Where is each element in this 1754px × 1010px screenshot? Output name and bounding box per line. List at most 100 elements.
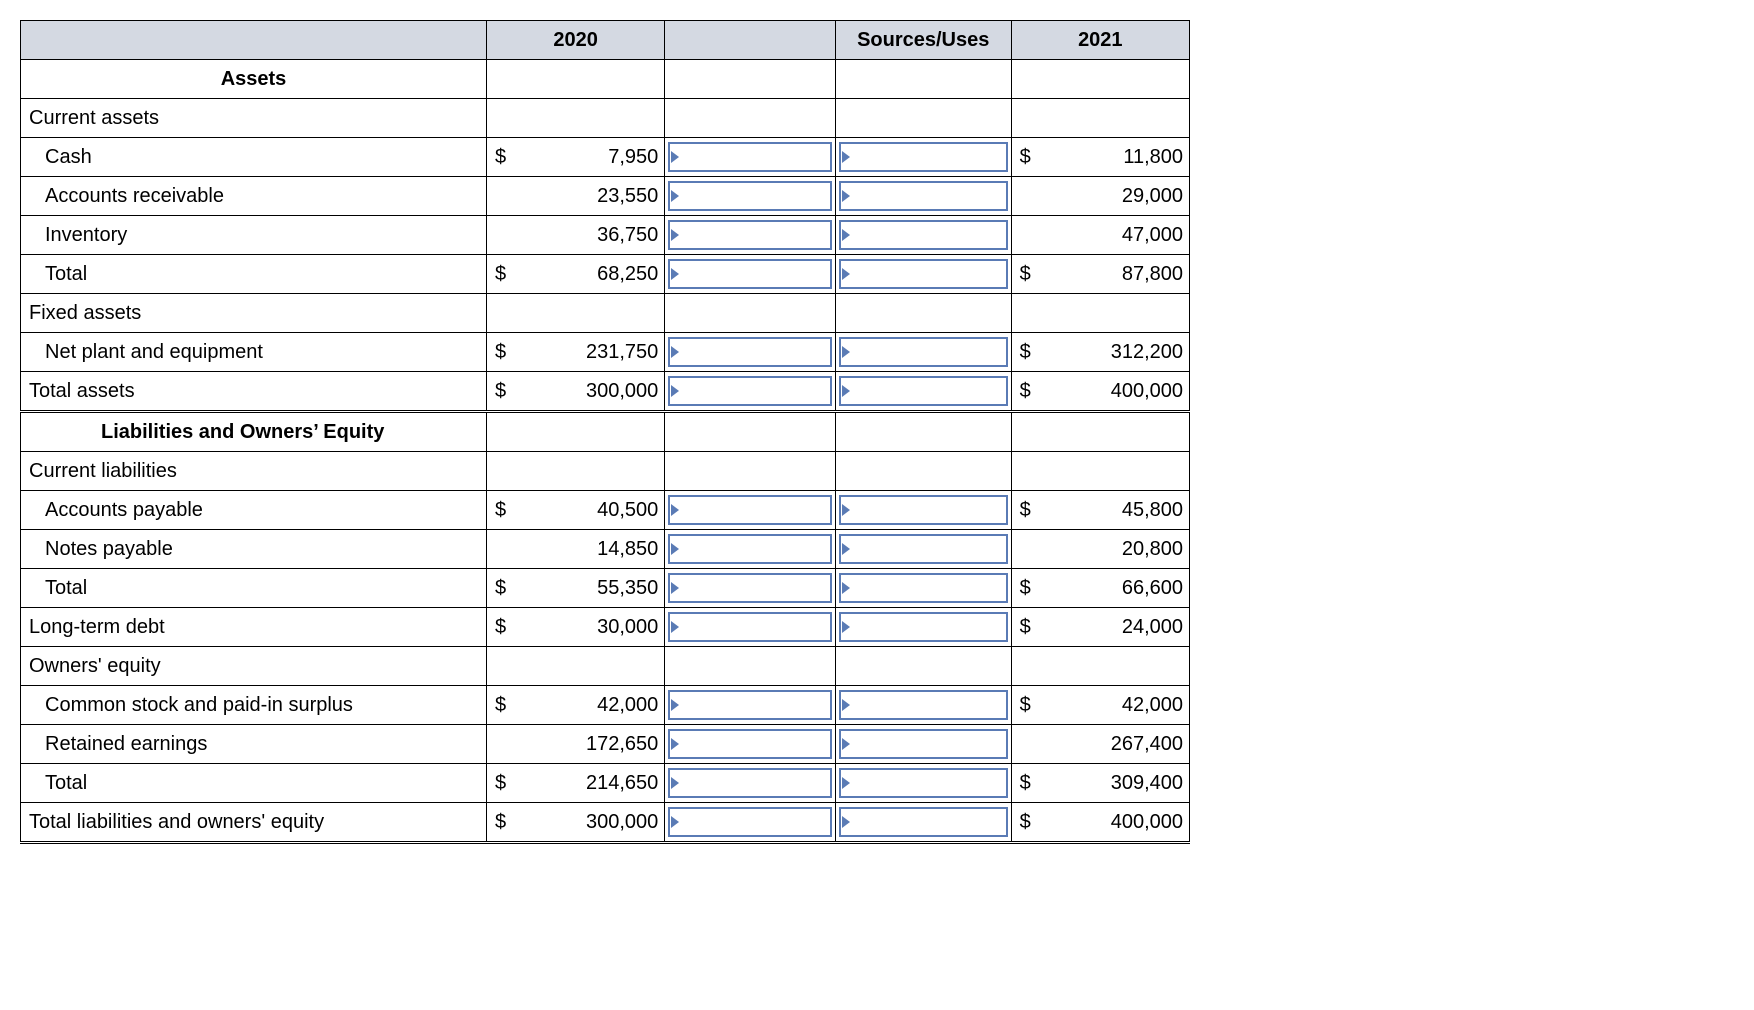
row-liab-equity-section: Liabilities and Owners’ Equity bbox=[21, 412, 1190, 452]
row-assets-section: Assets bbox=[21, 60, 1190, 99]
sym-2021-ap: $ bbox=[1011, 491, 1057, 530]
row-net-ppe: Net plant and equipment $ 231,750 $ 312,… bbox=[21, 333, 1190, 372]
val-2020-total-liab-eq: 300,000 bbox=[532, 803, 665, 843]
label-current-liab: Current liabilities bbox=[21, 452, 487, 491]
input-blank-retained[interactable] bbox=[665, 725, 835, 764]
val-2021-total-ca: 87,800 bbox=[1057, 255, 1190, 294]
input-su-ap[interactable] bbox=[835, 491, 1011, 530]
header-2020: 2020 bbox=[487, 21, 665, 60]
input-su-total-ca[interactable] bbox=[835, 255, 1011, 294]
row-inventory: Inventory 36,750 47,000 bbox=[21, 216, 1190, 255]
sym-2021-total-oe: $ bbox=[1011, 764, 1057, 803]
row-owners-equity: Owners' equity bbox=[21, 647, 1190, 686]
row-total-liab-eq: Total liabilities and owners' equity $ 3… bbox=[21, 803, 1190, 843]
table-header-row: 2020 Sources/Uses 2021 bbox=[21, 21, 1190, 60]
sym-2021-net-ppe: $ bbox=[1011, 333, 1057, 372]
row-ar: Accounts receivable 23,550 29,000 bbox=[21, 177, 1190, 216]
input-blank-np[interactable] bbox=[665, 530, 835, 569]
sym-2020-total-ca: $ bbox=[487, 255, 533, 294]
input-blank-total-liab-eq[interactable] bbox=[665, 803, 835, 843]
input-blank-total-ca[interactable] bbox=[665, 255, 835, 294]
val-2020-retained: 172,650 bbox=[532, 725, 665, 764]
sym-2020-total-oe: $ bbox=[487, 764, 533, 803]
input-blank-net-ppe[interactable] bbox=[665, 333, 835, 372]
input-su-np[interactable] bbox=[835, 530, 1011, 569]
label-fixed-assets: Fixed assets bbox=[21, 294, 487, 333]
sym-2020-ap: $ bbox=[487, 491, 533, 530]
sym-2020-total-liab-eq: $ bbox=[487, 803, 533, 843]
input-su-total-assets[interactable] bbox=[835, 372, 1011, 412]
input-blank-ap[interactable] bbox=[665, 491, 835, 530]
input-su-net-ppe[interactable] bbox=[835, 333, 1011, 372]
val-2021-total-oe: 309,400 bbox=[1057, 764, 1190, 803]
sym-2021-cash: $ bbox=[1011, 138, 1057, 177]
header-blank-col bbox=[665, 21, 835, 60]
header-sources-uses: Sources/Uses bbox=[835, 21, 1011, 60]
input-su-retained[interactable] bbox=[835, 725, 1011, 764]
val-2020-net-ppe: 231,750 bbox=[532, 333, 665, 372]
input-su-inventory[interactable] bbox=[835, 216, 1011, 255]
input-su-common-stock[interactable] bbox=[835, 686, 1011, 725]
input-blank-total-assets[interactable] bbox=[665, 372, 835, 412]
val-2021-total-cl: 66,600 bbox=[1057, 569, 1190, 608]
val-2021-net-ppe: 312,200 bbox=[1057, 333, 1190, 372]
input-blank-ar[interactable] bbox=[665, 177, 835, 216]
input-su-total-cl[interactable] bbox=[835, 569, 1011, 608]
sym-2020-net-ppe: $ bbox=[487, 333, 533, 372]
val-2021-inventory: 47,000 bbox=[1057, 216, 1190, 255]
val-2021-common-stock: 42,000 bbox=[1057, 686, 1190, 725]
val-2020-np: 14,850 bbox=[532, 530, 665, 569]
input-su-cash[interactable] bbox=[835, 138, 1011, 177]
val-2020-total-ca: 68,250 bbox=[532, 255, 665, 294]
input-blank-total-oe[interactable] bbox=[665, 764, 835, 803]
row-current-assets: Current assets bbox=[21, 99, 1190, 138]
input-blank-inventory[interactable] bbox=[665, 216, 835, 255]
label-total-liab-eq: Total liabilities and owners' equity bbox=[21, 803, 487, 843]
sym-2020-cash: $ bbox=[487, 138, 533, 177]
val-2021-np: 20,800 bbox=[1057, 530, 1190, 569]
val-2021-total-liab-eq: 400,000 bbox=[1057, 803, 1190, 843]
sym-2020-ltd: $ bbox=[487, 608, 533, 647]
row-current-liab: Current liabilities bbox=[21, 452, 1190, 491]
row-np: Notes payable 14,850 20,800 bbox=[21, 530, 1190, 569]
label-common-stock: Common stock and paid-in surplus bbox=[21, 686, 487, 725]
row-ap: Accounts payable $ 40,500 $ 45,800 bbox=[21, 491, 1190, 530]
label-total-oe: Total bbox=[21, 764, 487, 803]
sym-2021-total-liab-eq: $ bbox=[1011, 803, 1057, 843]
input-blank-common-stock[interactable] bbox=[665, 686, 835, 725]
row-total-oe: Total $ 214,650 $ 309,400 bbox=[21, 764, 1190, 803]
val-2020-total-cl: 55,350 bbox=[532, 569, 665, 608]
row-fixed-assets: Fixed assets bbox=[21, 294, 1190, 333]
label-ltd: Long-term debt bbox=[21, 608, 487, 647]
sym-2021-total-cl: $ bbox=[1011, 569, 1057, 608]
label-retained: Retained earnings bbox=[21, 725, 487, 764]
input-su-total-oe[interactable] bbox=[835, 764, 1011, 803]
input-blank-total-cl[interactable] bbox=[665, 569, 835, 608]
label-ap: Accounts payable bbox=[21, 491, 487, 530]
sym-2021-total-assets: $ bbox=[1011, 372, 1057, 412]
val-2021-ar: 29,000 bbox=[1057, 177, 1190, 216]
label-net-ppe: Net plant and equipment bbox=[21, 333, 487, 372]
val-2020-common-stock: 42,000 bbox=[532, 686, 665, 725]
input-su-total-liab-eq[interactable] bbox=[835, 803, 1011, 843]
label-inventory: Inventory bbox=[21, 216, 487, 255]
val-2020-total-assets: 300,000 bbox=[532, 372, 665, 412]
label-ar: Accounts receivable bbox=[21, 177, 487, 216]
input-su-ltd[interactable] bbox=[835, 608, 1011, 647]
val-2021-cash: 11,800 bbox=[1057, 138, 1190, 177]
label-total-assets: Total assets bbox=[21, 372, 487, 412]
section-assets: Assets bbox=[21, 60, 487, 99]
input-blank-cash[interactable] bbox=[665, 138, 835, 177]
sym-2021-total-ca: $ bbox=[1011, 255, 1057, 294]
header-blank bbox=[21, 21, 487, 60]
sym-2021-ltd: $ bbox=[1011, 608, 1057, 647]
balance-sheet-table: 2020 Sources/Uses 2021 Assets Current as… bbox=[20, 20, 1190, 844]
sym-2020-total-cl: $ bbox=[487, 569, 533, 608]
input-blank-ltd[interactable] bbox=[665, 608, 835, 647]
label-total-cl: Total bbox=[21, 569, 487, 608]
val-2020-cash: 7,950 bbox=[532, 138, 665, 177]
val-2020-ap: 40,500 bbox=[532, 491, 665, 530]
val-2020-ltd: 30,000 bbox=[532, 608, 665, 647]
val-2021-total-assets: 400,000 bbox=[1057, 372, 1190, 412]
input-su-ar[interactable] bbox=[835, 177, 1011, 216]
